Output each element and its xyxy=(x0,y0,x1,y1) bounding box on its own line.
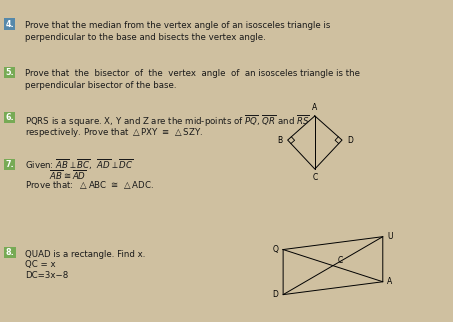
Text: 5.: 5. xyxy=(5,68,14,77)
Text: Prove that:  $\triangle$ABC $\cong$ $\triangle$ADC.: Prove that: $\triangle$ABC $\cong$ $\tri… xyxy=(25,179,154,191)
Text: A: A xyxy=(312,103,318,112)
Text: D: D xyxy=(273,290,279,299)
Text: C: C xyxy=(312,173,318,182)
Text: $\overline{AB}\cong\overline{AD}$: $\overline{AB}\cong\overline{AD}$ xyxy=(25,168,87,182)
Text: 8.: 8. xyxy=(5,248,14,257)
Text: PQRS is a square. X, Y and Z are the mid-points of $\overline{PQ}$, $\overline{Q: PQRS is a square. X, Y and Z are the mid… xyxy=(25,114,310,129)
Text: B: B xyxy=(277,136,282,145)
Text: QC = x: QC = x xyxy=(25,260,56,269)
Text: A: A xyxy=(387,277,393,286)
Text: D: D xyxy=(347,136,353,145)
Text: 6.: 6. xyxy=(5,113,14,122)
Text: Q: Q xyxy=(273,245,279,254)
Text: U: U xyxy=(387,232,393,241)
Text: Prove that the median from the vertex angle of an isosceles triangle is
perpendi: Prove that the median from the vertex an… xyxy=(25,21,330,42)
Text: 4.: 4. xyxy=(5,20,14,29)
Text: C: C xyxy=(337,256,342,265)
Text: QUAD is a rectangle. Find x.: QUAD is a rectangle. Find x. xyxy=(25,250,145,259)
Text: Given: $\overline{AB}\perp\overline{BC}$,  $\overline{AD}\perp\overline{DC}$: Given: $\overline{AB}\perp\overline{BC}$… xyxy=(25,158,133,172)
Text: 7.: 7. xyxy=(5,160,14,169)
Text: respectively. Prove that $\triangle$PXY $\equiv$ $\triangle$SZY.: respectively. Prove that $\triangle$PXY … xyxy=(25,126,203,139)
Text: DC=3x−8: DC=3x−8 xyxy=(25,271,68,280)
Text: Prove that  the  bisector  of  the  vertex  angle  of  an isosceles triangle is : Prove that the bisector of the vertex an… xyxy=(25,69,360,90)
